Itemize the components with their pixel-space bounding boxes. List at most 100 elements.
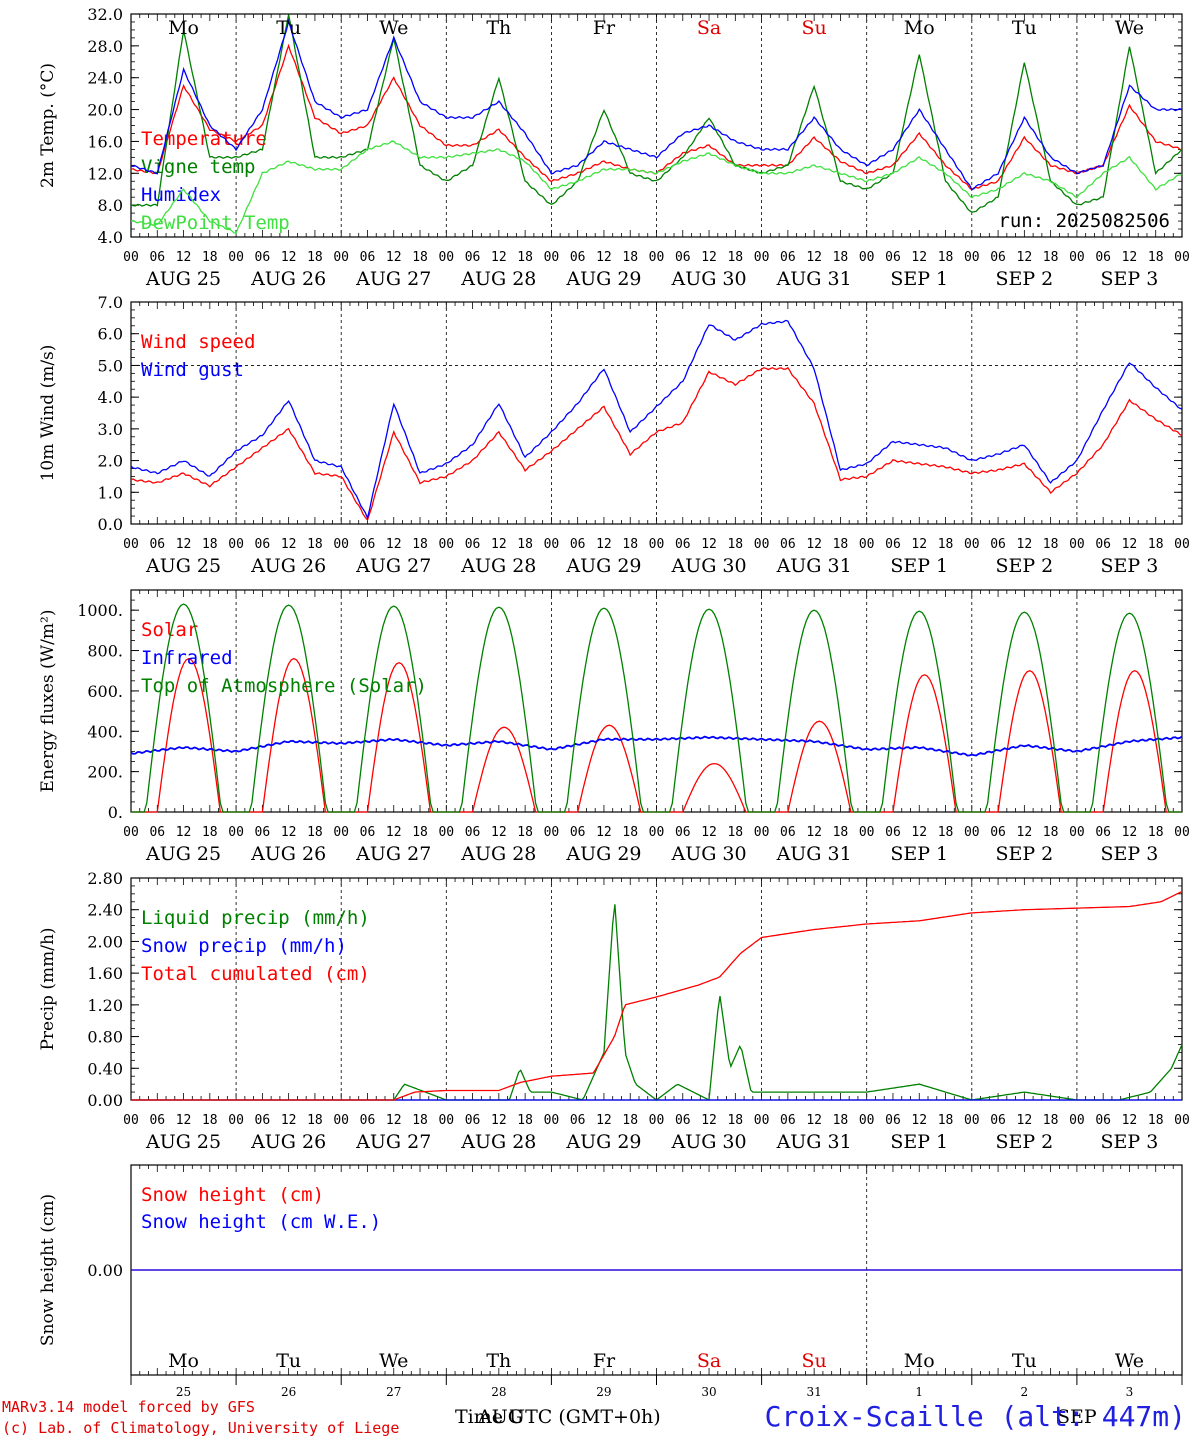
panel-2-date-label: SEP 3: [1101, 843, 1159, 865]
panel-3-hour-label: 06: [780, 1113, 796, 1128]
panel-1-hour-label: 00: [228, 537, 244, 552]
panel-1-hour-label: 18: [833, 537, 849, 552]
panel-3-ytick-label: 0.00: [87, 1091, 123, 1110]
panel-1-hour-label: 18: [412, 537, 428, 552]
panel-3-hour-label: 00: [333, 1113, 349, 1128]
panel-1-hour-label: 18: [938, 537, 954, 552]
panel-1-hour-label: 00: [754, 537, 770, 552]
panel-0-hour-label: 12: [176, 250, 192, 265]
panel-0-hour-label: 06: [990, 250, 1006, 265]
panel-2-hour-label: 00: [228, 825, 244, 840]
panel-2-hour-label: 00: [754, 825, 770, 840]
panel-0-ylabel: 2m Temp. (°C): [38, 63, 58, 188]
panel-0-hour-label: 12: [701, 250, 717, 265]
panel-2-hour-label: 12: [281, 825, 297, 840]
panel-1-hour-label: 00: [544, 537, 560, 552]
panel-3-date-label: SEP 3: [1101, 1131, 1159, 1153]
panel-2-hour-label: 00: [438, 825, 454, 840]
panel-0-legend-1: Vigne temp: [141, 156, 255, 178]
panel-1-series-line: [130, 319, 1183, 521]
panel-0-weekday: We: [379, 17, 408, 39]
panel-0-hour-label: 00: [1069, 250, 1085, 265]
panel-3-hour-label: 06: [1095, 1113, 1111, 1128]
panel-0-hour-label: 00: [333, 250, 349, 265]
panel-2-ytick-label: 400.: [87, 722, 123, 741]
panel-3-date-label: AUG 27: [355, 1131, 431, 1153]
panel-1-hour-label: 06: [1095, 537, 1111, 552]
panel-3-date-label: AUG 25: [145, 1131, 221, 1153]
panel-3-ytick-label: 2.80: [87, 869, 123, 888]
panel-2-hour-label: 06: [885, 825, 901, 840]
panel-0-hour-label: 00: [1174, 250, 1190, 265]
panel-3-legend-1: Snow precip (mm/h): [141, 935, 347, 957]
panel-4-weekday: Su: [802, 1350, 827, 1372]
panel-1-hour-label: 00: [1069, 537, 1085, 552]
panel-3-hour-label: 18: [727, 1113, 743, 1128]
panel-3-hour-label: 18: [833, 1113, 849, 1128]
panel-3-hour-label: 06: [675, 1113, 691, 1128]
panel-3-hour-label: 00: [649, 1113, 665, 1128]
panel-2-hour-label: 12: [1017, 825, 1033, 840]
panel-0-date-label: SEP 1: [890, 268, 948, 290]
panel-1-hour-label: 00: [333, 537, 349, 552]
panel-1-hour-label: 06: [255, 537, 271, 552]
panel-2-hour-label: 12: [491, 825, 507, 840]
panel-0-date-label: AUG 27: [355, 268, 431, 290]
panel-2-date-label: AUG 26: [250, 843, 326, 865]
panel-3-ylabel: Precip (mm/h): [38, 927, 58, 1050]
panel-0-hour-label: 00: [228, 250, 244, 265]
panel-0-legend-3: DewPoint Temp: [141, 212, 290, 234]
panel-1-date-label: AUG 25: [145, 555, 221, 577]
panel-3-hour-label: 00: [859, 1113, 875, 1128]
panel-0-hour-label: 00: [544, 250, 560, 265]
panel-2-hour-label: 06: [570, 825, 586, 840]
panel-3-date-label: SEP 1: [890, 1131, 948, 1153]
panel-1-hour-label: 12: [491, 537, 507, 552]
panel-2-hour-label: 18: [1148, 825, 1164, 840]
panel-3-hour-label: 18: [622, 1113, 638, 1128]
panel-0-hour-label: 00: [438, 250, 454, 265]
panel-0-hour-label: 12: [806, 250, 822, 265]
panel-2-hour-label: 18: [1043, 825, 1059, 840]
panel-3-hour-label: 12: [596, 1113, 612, 1128]
panel-3-ytick-label: 2.40: [87, 901, 123, 920]
panel-0-weekday: Su: [802, 17, 827, 39]
panel-2-date-label: SEP 1: [890, 843, 948, 865]
panel-1-hour-label: 12: [176, 537, 192, 552]
panel-3-hour-label: 12: [281, 1113, 297, 1128]
panel-0-date-label: AUG 31: [776, 268, 852, 290]
panel-3-date-label: AUG 30: [670, 1131, 746, 1153]
panel-1-hour-label: 18: [1148, 537, 1164, 552]
panel-3-hour-label: 06: [570, 1113, 586, 1128]
panel-4-weekday: Th: [486, 1350, 511, 1372]
panel-2-hour-label: 06: [1095, 825, 1111, 840]
panel-4-day-number: 28: [491, 1385, 506, 1399]
panel-1-legend-0: Wind speed: [141, 331, 255, 353]
panel-2-hour-label: 00: [649, 825, 665, 840]
panel-4-day-number: 29: [596, 1385, 611, 1399]
panel-3-hour-label: 12: [806, 1113, 822, 1128]
panel-4-weekday: Tu: [276, 1350, 301, 1372]
panel-0-hour-label: 06: [1095, 250, 1111, 265]
panel-0-hour-label: 00: [859, 250, 875, 265]
panel-3-ytick-label: 1.20: [87, 996, 123, 1015]
panel-2-hour-label: 06: [465, 825, 481, 840]
panel-0-ytick-label: 32.0: [87, 5, 123, 24]
panel-2-hour-label: 06: [360, 825, 376, 840]
panel-4-day-number: 30: [701, 1385, 716, 1399]
panel-3-hour-label: 00: [228, 1113, 244, 1128]
panel-2-hour-label: 06: [675, 825, 691, 840]
panel-3-hour-label: 12: [1017, 1113, 1033, 1128]
panel-0-hour-label: 18: [202, 250, 218, 265]
panel-1-hour-label: 06: [780, 537, 796, 552]
panel-1-hour-label: 00: [123, 537, 139, 552]
panel-2-hour-label: 06: [780, 825, 796, 840]
panel-2-hour-label: 12: [806, 825, 822, 840]
panel-3-hour-label: 06: [149, 1113, 165, 1128]
panel-0-hour-label: 12: [596, 250, 612, 265]
panel-2-hour-label: 00: [123, 825, 139, 840]
panel-1-hour-label: 06: [465, 537, 481, 552]
panel-2-date-label: AUG 31: [776, 843, 852, 865]
panel-0-weekday: Tu: [1012, 17, 1037, 39]
panel-1-ytick-label: 6.0: [98, 325, 123, 344]
